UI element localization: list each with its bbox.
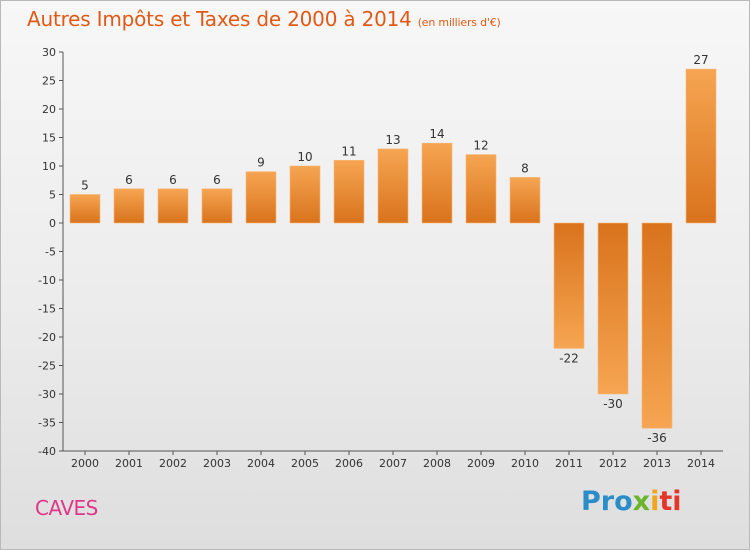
data-label: 14 <box>429 127 444 141</box>
data-label: 27 <box>693 53 708 67</box>
chart-subtitle: (en milliers d'€) <box>417 16 501 29</box>
data-labels: 5 6 6 6 9 10 11 13 14 12 8 -22 -30 -36 27 <box>81 53 708 445</box>
data-label: 8 <box>521 161 529 175</box>
y-tick-label: -5 <box>45 246 56 259</box>
bar <box>421 142 453 224</box>
x-tick-label: 2012 <box>599 457 627 470</box>
y-tick-label: 10 <box>42 160 56 173</box>
bar <box>377 148 409 224</box>
bar <box>333 160 365 224</box>
data-label: 5 <box>81 179 89 193</box>
y-tick-label: -10 <box>38 274 56 287</box>
place-name: CAVES <box>35 496 98 520</box>
y-tick-label: -15 <box>38 303 56 316</box>
data-label: 13 <box>385 133 400 147</box>
brand-part-4: ti <box>659 486 682 517</box>
bar <box>245 171 277 224</box>
x-tick-label: 2011 <box>555 457 583 470</box>
x-tick-label: 2006 <box>335 457 363 470</box>
bar <box>157 188 189 224</box>
y-tick-label: -40 <box>38 445 56 458</box>
bar <box>113 188 145 224</box>
brand-part-1: Pro <box>581 486 633 517</box>
chart-title-text: Autres Impôts et Taxes de 2000 à 2014 <box>27 7 412 31</box>
x-tick-label: 2009 <box>467 457 495 470</box>
data-label: -22 <box>559 351 579 365</box>
x-tick-label: 2010 <box>511 457 539 470</box>
y-tick-label: 0 <box>49 217 56 230</box>
y-tick-label: -35 <box>38 417 56 430</box>
brand-part-3: i <box>650 486 660 517</box>
bar <box>685 68 717 224</box>
x-tick-label: 2002 <box>159 457 187 470</box>
y-tick-label: -30 <box>38 388 56 401</box>
bars <box>69 68 717 429</box>
x-tick-label: 2000 <box>71 457 99 470</box>
data-label: 6 <box>125 173 133 187</box>
brand-part-2: x <box>632 486 651 517</box>
y-tick-label: 5 <box>49 189 56 202</box>
x-tick-label: 2014 <box>687 457 715 470</box>
x-tick-label: 2007 <box>379 457 407 470</box>
y-tick-label: 15 <box>42 132 56 145</box>
y-tick-label: -25 <box>38 360 56 373</box>
bar <box>509 177 541 224</box>
y-tick-label: -20 <box>38 331 56 344</box>
data-label: -36 <box>647 431 667 445</box>
data-label: 11 <box>341 144 356 158</box>
bar <box>465 154 497 224</box>
data-label: 10 <box>297 150 312 164</box>
bar <box>553 222 585 349</box>
y-tick-label: 25 <box>42 75 56 88</box>
x-tick-label: 2003 <box>203 457 231 470</box>
data-label: 6 <box>213 173 221 187</box>
x-tick-label: 2008 <box>423 457 451 470</box>
bar <box>289 165 321 224</box>
bar <box>69 194 101 224</box>
brand-logo: Proxiti <box>581 486 682 517</box>
x-tick-label: 2001 <box>115 457 143 470</box>
chart-title: Autres Impôts et Taxes de 2000 à 2014 (en… <box>27 7 501 31</box>
data-label: 6 <box>169 173 177 187</box>
data-label: -30 <box>603 397 623 411</box>
bar <box>641 222 673 429</box>
data-label: 9 <box>257 156 265 170</box>
bar <box>201 188 233 224</box>
x-tick-label: 2005 <box>291 457 319 470</box>
x-tick-label: 2013 <box>643 457 671 470</box>
data-label: 12 <box>473 139 488 153</box>
y-tick-label: 20 <box>42 103 56 116</box>
bar <box>597 222 629 395</box>
x-tick-label: 2004 <box>247 457 275 470</box>
axes: 30 25 20 15 10 5 0 -5 -10 -15 -20 -25 -30 -35 -40 2000 2… <box>38 46 723 470</box>
y-tick-label: 30 <box>42 46 56 59</box>
